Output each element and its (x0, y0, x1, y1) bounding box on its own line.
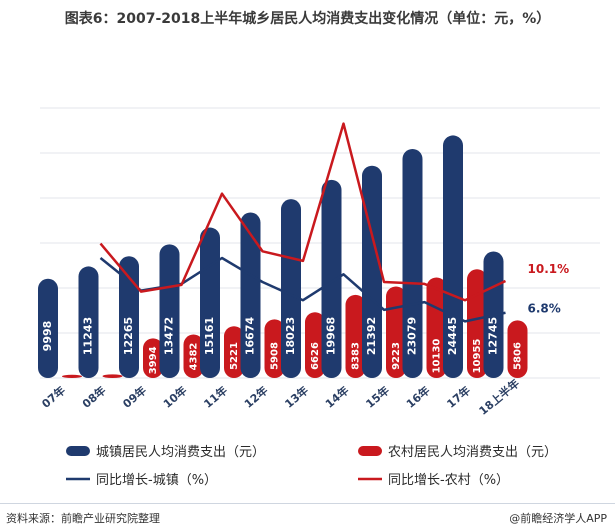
urban-bar-label: 12265 (122, 317, 135, 355)
legend-swatch (66, 446, 90, 456)
credit-note: @前瞻经济学人APP (509, 512, 607, 525)
urban-bar (402, 148, 423, 378)
rural-bar (264, 319, 285, 378)
chart-title: 图表6：2007-2018上半年城乡居民人均消费支出变化情况（单位：元，%） (64, 11, 551, 27)
urban-bar-label: 16674 (244, 317, 257, 356)
rural-bar (143, 338, 163, 378)
rural-growth-line (99, 122, 507, 302)
legend-label: 同比增长-农村（%） (388, 473, 509, 488)
rural-bar-label: 322 (67, 386, 78, 407)
rural-bar-label: 366 (108, 386, 119, 407)
rural-bar (426, 277, 447, 378)
urban-bar (240, 212, 261, 378)
legend-label: 农村居民人均消费支出（元） (388, 445, 557, 460)
rural-bar-label: 8383 (351, 342, 362, 370)
urban-bar (200, 227, 220, 378)
source-note: 资料来源：前瞻产业研究院整理 (6, 512, 160, 525)
urban-bar-label: 12745 (487, 317, 500, 355)
x-tick-label: 16年 (403, 383, 432, 411)
line-end-label: 10.1% (528, 262, 570, 276)
rural-bar-label: 4382 (189, 343, 200, 371)
rural-bar (305, 312, 325, 378)
urban-bar-label: 15161 (203, 317, 216, 355)
x-tick-label: 17年 (444, 383, 473, 411)
urban-bar-label: 13472 (163, 317, 176, 355)
rural-bar-label: 5221 (229, 342, 240, 370)
urban-bar-label: 11243 (82, 317, 95, 355)
urban-bar-label: 24445 (446, 317, 459, 355)
rural-bar-label: 10130 (432, 339, 443, 374)
urban-bar (119, 256, 139, 378)
x-tick-label: 11年 (201, 383, 230, 411)
legend-swatch (358, 446, 382, 456)
legend-label: 同比增长-城镇（%） (96, 473, 217, 488)
rural-bar (507, 320, 528, 378)
rural-bar (102, 374, 123, 378)
x-tick-label: 08年 (79, 383, 108, 411)
x-tick-label: 09年 (120, 383, 149, 411)
rural-bar-label: 5806 (513, 342, 524, 370)
urban-bar (281, 199, 301, 378)
urban-bar (321, 179, 342, 378)
footer-divider (0, 503, 615, 504)
urban-bar-label: 23079 (406, 317, 419, 355)
rural-bar (62, 374, 82, 378)
urban-bar (159, 244, 180, 378)
growth-lines (99, 122, 507, 323)
rural-bar (183, 334, 204, 378)
rural-bar-label: 3994 (148, 346, 159, 374)
urban-bar (38, 278, 58, 378)
urban-bar (78, 266, 99, 378)
urban-bar-label: 19968 (325, 317, 338, 355)
x-tick-label: 18上半年 (476, 376, 522, 418)
x-tick-label: 12年 (241, 383, 270, 411)
rural-bar-label: 6626 (310, 342, 321, 370)
rural-bar-label: 10955 (472, 339, 483, 374)
x-tick-label: 13年 (282, 383, 311, 411)
rural-bar-label: 9223 (391, 342, 402, 370)
legend-label: 城镇居民人均消费支出（元） (96, 445, 265, 460)
x-tick-label: 07年 (39, 383, 68, 411)
rural-bar-label: 5908 (270, 342, 281, 370)
legend: 城镇居民人均消费支出（元） 农村居民人均消费支出（元） 同比增长-城镇（%） 同比增长… (66, 445, 557, 488)
x-tick-label: 14年 (322, 383, 351, 411)
urban-bar-label: 18023 (284, 317, 297, 355)
urban-bar-label: 21392 (365, 317, 378, 355)
rural-bar (345, 294, 366, 378)
bars (38, 135, 528, 378)
rural-bar (224, 326, 244, 378)
urban-bar-label: 9998 (41, 321, 54, 352)
x-tick-label: 15年 (363, 383, 392, 411)
x-tick-label: 10年 (160, 383, 189, 411)
line-end-label: 6.8% (528, 302, 561, 316)
